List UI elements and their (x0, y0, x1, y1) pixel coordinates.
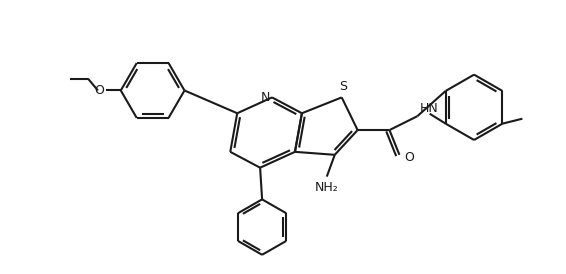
Text: NH₂: NH₂ (315, 181, 338, 193)
Text: O: O (404, 151, 414, 164)
Text: O: O (94, 84, 104, 97)
Text: N: N (260, 91, 270, 104)
Text: HN: HN (419, 102, 438, 115)
Text: S: S (338, 81, 347, 93)
